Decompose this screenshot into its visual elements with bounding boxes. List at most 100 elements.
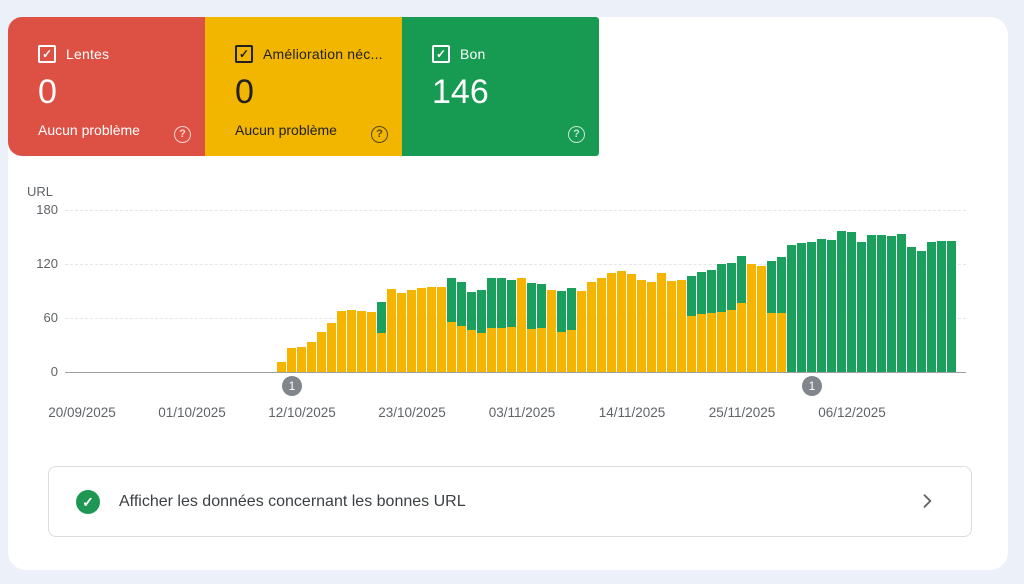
bar-segment-good[interactable]	[687, 275, 696, 317]
bar-segment-good[interactable]	[907, 246, 916, 372]
bar-segment-good[interactable]	[887, 236, 896, 372]
bar-segment-needs-improvement[interactable]	[627, 273, 636, 372]
bar-segment-needs-improvement[interactable]	[517, 278, 526, 372]
bar-segment-needs-improvement[interactable]	[637, 280, 646, 372]
show-good-urls-link[interactable]: ✓ Afficher les données concernant les bo…	[48, 466, 972, 537]
card-lentes[interactable]: ✓ Lentes 0 Aucun problème ?	[8, 17, 205, 156]
bar-segment-good[interactable]	[817, 238, 826, 372]
card-amelioration[interactable]: ✓ Amélioration néc... 0 Aucun problème ?	[205, 17, 402, 156]
bar-segment-needs-improvement[interactable]	[737, 302, 746, 372]
bar-segment-needs-improvement[interactable]	[307, 342, 316, 372]
bar-segment-good[interactable]	[937, 240, 946, 372]
bar-segment-good[interactable]	[457, 282, 466, 327]
card-bon[interactable]: ✓ Bon 146 ?	[402, 17, 599, 156]
bar-segment-needs-improvement[interactable]	[407, 290, 416, 372]
bar-segment-needs-improvement[interactable]	[377, 333, 386, 372]
bar-segment-good[interactable]	[707, 270, 716, 313]
chevron-right-icon[interactable]	[917, 491, 937, 511]
help-icon[interactable]: ?	[174, 126, 191, 143]
bar-segment-good[interactable]	[837, 230, 846, 372]
url-timeseries-chart[interactable]: URL 0 60 120 180 20/09/2025 01/10/2025 12/10/…	[0, 180, 1024, 430]
bar-segment-needs-improvement[interactable]	[477, 333, 486, 372]
checkbox-checked-icon[interactable]: ✓	[38, 45, 56, 63]
bar-segment-needs-improvement[interactable]	[507, 327, 516, 372]
bar-segment-needs-improvement[interactable]	[387, 289, 396, 372]
bar-segment-needs-improvement[interactable]	[467, 329, 476, 372]
bar-segment-good[interactable]	[477, 290, 486, 334]
bar-segment-needs-improvement[interactable]	[707, 312, 716, 372]
bar-segment-needs-improvement[interactable]	[487, 327, 496, 372]
bar-segment-good[interactable]	[447, 277, 456, 322]
bar-segment-needs-improvement[interactable]	[497, 327, 506, 372]
bar-segment-good[interactable]	[877, 235, 886, 372]
bar-segment-needs-improvement[interactable]	[657, 273, 666, 372]
bar-segment-good[interactable]	[377, 301, 386, 334]
bar-segment-needs-improvement[interactable]	[457, 326, 466, 372]
bar-segment-good[interactable]	[897, 234, 906, 372]
bar-segment-needs-improvement[interactable]	[367, 311, 376, 372]
checkbox-checked-icon[interactable]: ✓	[235, 45, 253, 63]
bar-segment-needs-improvement[interactable]	[677, 280, 686, 372]
bar-segment-needs-improvement[interactable]	[547, 290, 556, 372]
bar-segment-needs-improvement[interactable]	[747, 264, 756, 372]
bar-segment-good[interactable]	[767, 261, 776, 313]
help-icon[interactable]: ?	[371, 126, 388, 143]
bar-segment-needs-improvement[interactable]	[587, 282, 596, 372]
bar-segment-needs-improvement[interactable]	[397, 292, 406, 372]
bar-segment-good[interactable]	[527, 282, 536, 329]
bar-segment-needs-improvement[interactable]	[347, 309, 356, 372]
checkbox-checked-icon[interactable]: ✓	[432, 45, 450, 63]
bar-segment-good[interactable]	[537, 283, 546, 328]
annotation-marker[interactable]: 1	[802, 376, 822, 396]
bar-segment-needs-improvement[interactable]	[447, 321, 456, 372]
bar-segment-good[interactable]	[927, 242, 936, 372]
bar-segment-needs-improvement[interactable]	[537, 327, 546, 372]
bar-segment-good[interactable]	[777, 256, 786, 313]
bar-segment-good[interactable]	[717, 264, 726, 312]
bar-segment-good[interactable]	[557, 291, 566, 333]
bar-segment-good[interactable]	[697, 272, 706, 315]
bar-segment-needs-improvement[interactable]	[617, 271, 626, 372]
bar-segment-good[interactable]	[867, 235, 876, 372]
bar-segment-good[interactable]	[827, 239, 836, 372]
bar-segment-good[interactable]	[807, 241, 816, 372]
bar-segment-needs-improvement[interactable]	[287, 347, 296, 372]
bar-segment-needs-improvement[interactable]	[417, 288, 426, 372]
bar-segment-needs-improvement[interactable]	[727, 309, 736, 372]
bar-segment-needs-improvement[interactable]	[777, 312, 786, 372]
help-icon[interactable]: ?	[568, 126, 585, 143]
bar-segment-needs-improvement[interactable]	[327, 323, 336, 372]
bar-segment-good[interactable]	[787, 245, 796, 372]
bar-segment-needs-improvement[interactable]	[567, 329, 576, 372]
bar-segment-needs-improvement[interactable]	[757, 265, 766, 372]
bar-segment-needs-improvement[interactable]	[767, 312, 776, 372]
bar-segment-needs-improvement[interactable]	[647, 282, 656, 372]
bar-segment-good[interactable]	[737, 255, 746, 303]
bar-segment-good[interactable]	[857, 242, 866, 372]
bar-segment-good[interactable]	[847, 231, 856, 372]
bar-segment-needs-improvement[interactable]	[607, 273, 616, 372]
bar-segment-needs-improvement[interactable]	[667, 281, 676, 372]
bar-segment-good[interactable]	[917, 250, 926, 372]
bar-segment-needs-improvement[interactable]	[297, 346, 306, 372]
bar-segment-good[interactable]	[497, 277, 506, 328]
bar-segment-needs-improvement[interactable]	[337, 310, 346, 372]
bar-segment-needs-improvement[interactable]	[687, 316, 696, 372]
bar-segment-needs-improvement[interactable]	[317, 331, 326, 372]
annotation-marker[interactable]: 1	[282, 376, 302, 396]
bar-segment-needs-improvement[interactable]	[427, 286, 436, 372]
bar-segment-needs-improvement[interactable]	[277, 362, 286, 372]
bar-segment-good[interactable]	[727, 263, 736, 310]
bar-segment-good[interactable]	[797, 243, 806, 372]
bar-segment-needs-improvement[interactable]	[577, 291, 586, 372]
bar-segment-needs-improvement[interactable]	[597, 277, 606, 372]
bar-segment-needs-improvement[interactable]	[717, 311, 726, 372]
bar-segment-good[interactable]	[947, 240, 956, 372]
bar-segment-needs-improvement[interactable]	[557, 332, 566, 372]
bar-segment-needs-improvement[interactable]	[527, 328, 536, 372]
bar-segment-good[interactable]	[567, 288, 576, 330]
bar-segment-good[interactable]	[507, 280, 516, 327]
bar-segment-needs-improvement[interactable]	[437, 287, 446, 372]
bar-segment-good[interactable]	[467, 291, 476, 330]
bar-segment-good[interactable]	[487, 278, 496, 328]
